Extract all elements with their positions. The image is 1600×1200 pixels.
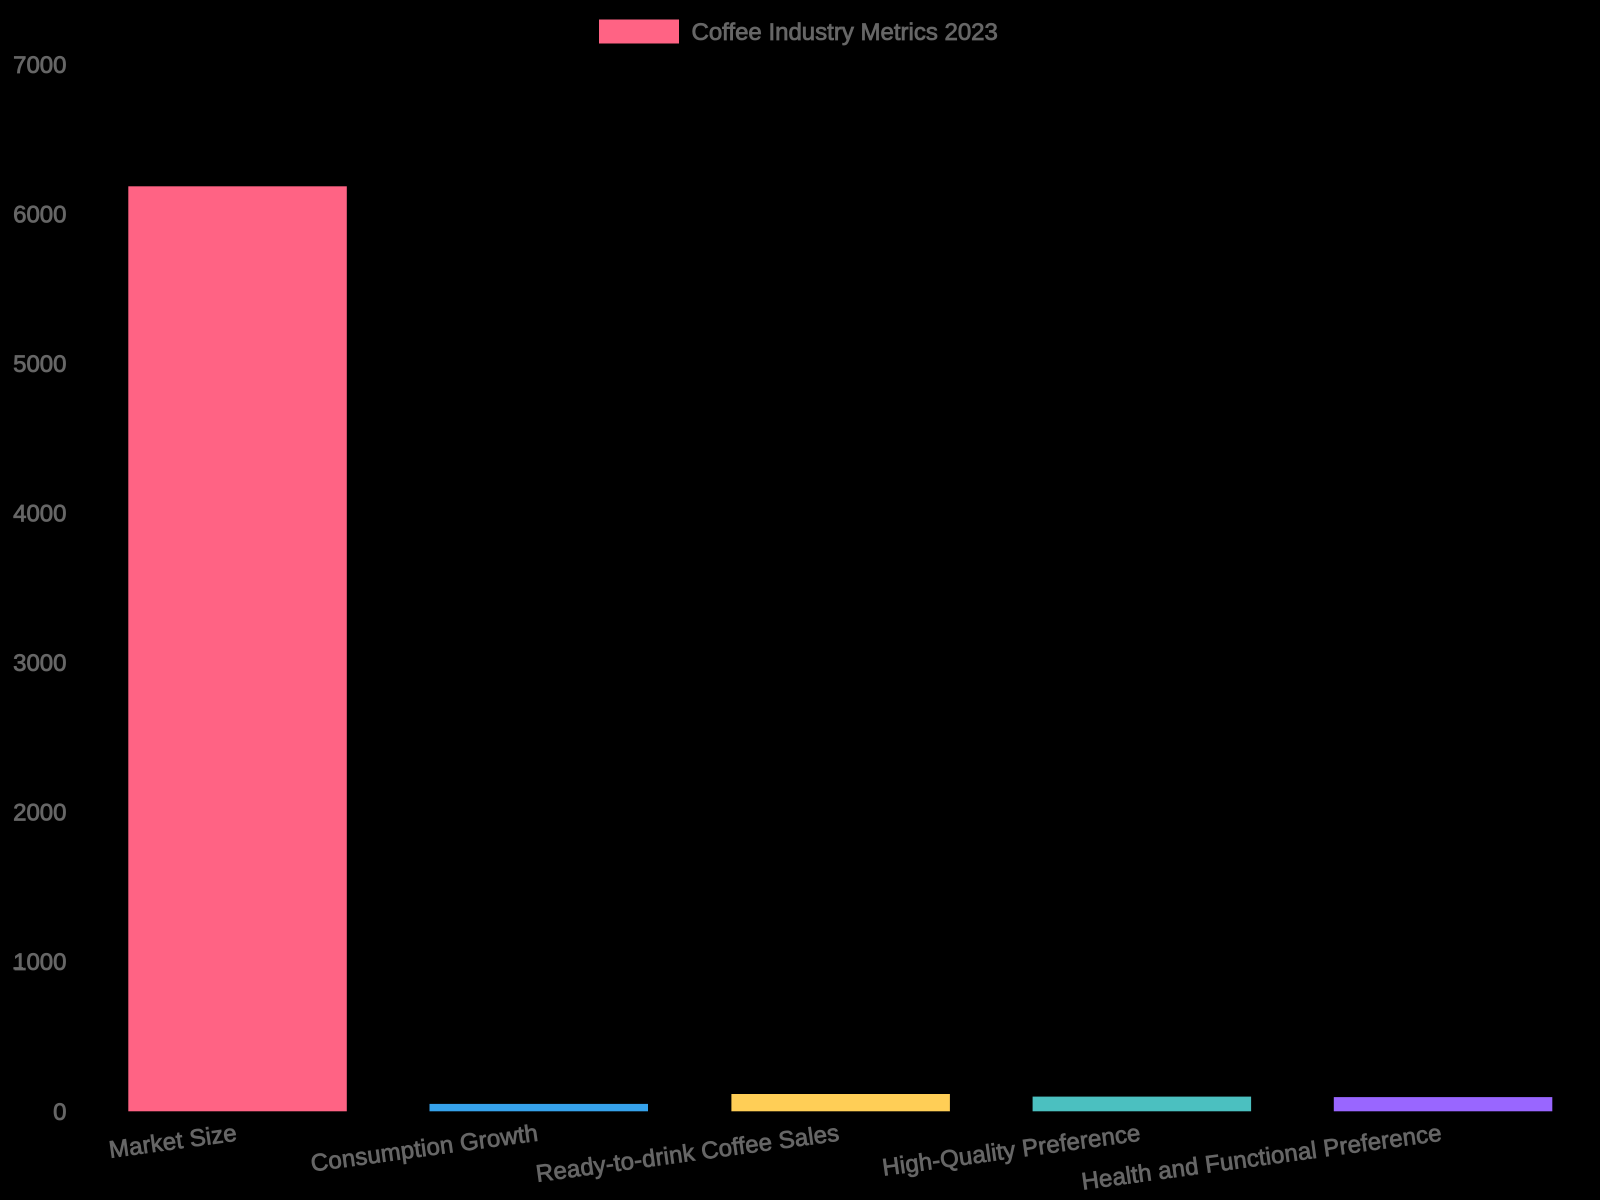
svg-text:6000: 6000 — [13, 201, 66, 228]
svg-text:2000: 2000 — [13, 800, 66, 827]
svg-text:7000: 7000 — [13, 52, 66, 79]
svg-text:0: 0 — [53, 1099, 66, 1126]
svg-text:Coffee Industry Metrics 2023: Coffee Industry Metrics 2023 — [692, 19, 998, 46]
svg-text:3000: 3000 — [13, 650, 66, 677]
svg-text:4000: 4000 — [13, 501, 66, 528]
svg-text:5000: 5000 — [13, 351, 66, 378]
svg-text:1000: 1000 — [13, 949, 66, 976]
